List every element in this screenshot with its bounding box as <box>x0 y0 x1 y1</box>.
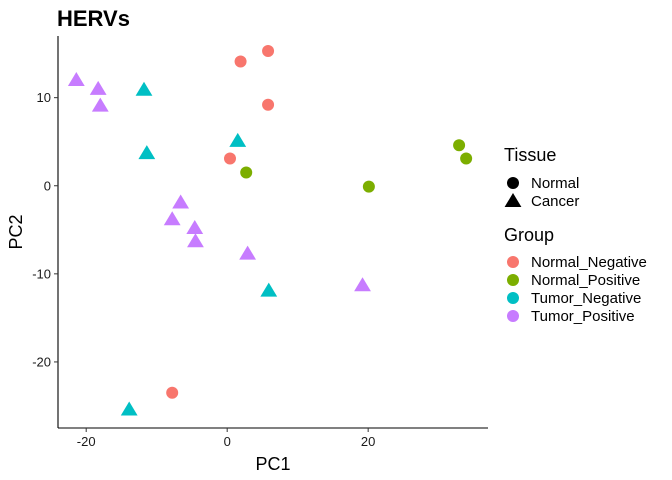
legend-label: Normal_Positive <box>531 272 640 289</box>
data-point-circle <box>240 166 253 179</box>
y-tick-label: -10 <box>32 266 51 281</box>
legend-key-triangle <box>504 193 522 207</box>
data-point-triangle <box>138 145 156 160</box>
data-point-triangle <box>172 194 190 209</box>
legend-key-swatch <box>507 310 519 322</box>
x-tick-label: 20 <box>361 434 375 449</box>
y-tick-label: 0 <box>44 178 51 193</box>
data-point-circle <box>224 152 236 165</box>
data-point-circle <box>362 180 375 193</box>
y-tick-label: 10 <box>37 90 51 105</box>
data-point-triangle <box>91 97 109 112</box>
data-point-circle <box>166 386 179 399</box>
legend-label: Tumor_Negative <box>531 290 641 307</box>
group-legend-items: Normal_NegativeNormal_PositiveTumor_Nega… <box>507 254 647 325</box>
y-tick-label: -20 <box>32 354 51 369</box>
data-point-circle <box>262 44 275 57</box>
tissue-legend-title: Tissue <box>504 145 556 165</box>
axes <box>57 36 488 429</box>
legend-key-swatch <box>507 292 519 304</box>
legend-label: Tumor_Positive <box>531 308 635 325</box>
data-point-triangle <box>239 245 257 260</box>
legend-key-swatch <box>507 256 519 268</box>
y-ticks: -20 -10 0 10 <box>32 90 58 369</box>
x-ticks: -20 0 20 <box>77 428 375 449</box>
data-point-triangle <box>135 81 153 96</box>
data-point-circle <box>234 55 247 68</box>
legend-label: Normal_Negative <box>531 254 647 271</box>
data-point-circle <box>262 98 275 111</box>
data-point-triangle <box>120 401 138 416</box>
data-point-circle <box>453 139 466 152</box>
chart-title: HERVs <box>57 6 130 31</box>
data-points <box>67 44 473 416</box>
legend-key-swatch <box>507 274 519 286</box>
data-point-triangle <box>187 233 204 248</box>
legend-key-circle <box>507 177 519 189</box>
x-tick-label: 0 <box>224 434 231 449</box>
legend-label: Normal <box>531 175 579 192</box>
data-point-circle <box>460 152 473 165</box>
data-point-triangle <box>67 72 85 87</box>
data-point-triangle <box>229 132 247 147</box>
data-point-triangle <box>163 211 181 226</box>
data-point-triangle <box>354 277 371 292</box>
legend-label: Cancer <box>531 193 579 210</box>
x-tick-label: -20 <box>77 434 96 449</box>
data-point-triangle <box>186 220 204 235</box>
x-axis-title: PC1 <box>255 454 290 474</box>
y-axis-title: PC2 <box>6 214 26 249</box>
data-point-triangle <box>89 80 107 95</box>
data-point-triangle <box>260 282 278 297</box>
group-legend-title: Group <box>504 225 554 245</box>
